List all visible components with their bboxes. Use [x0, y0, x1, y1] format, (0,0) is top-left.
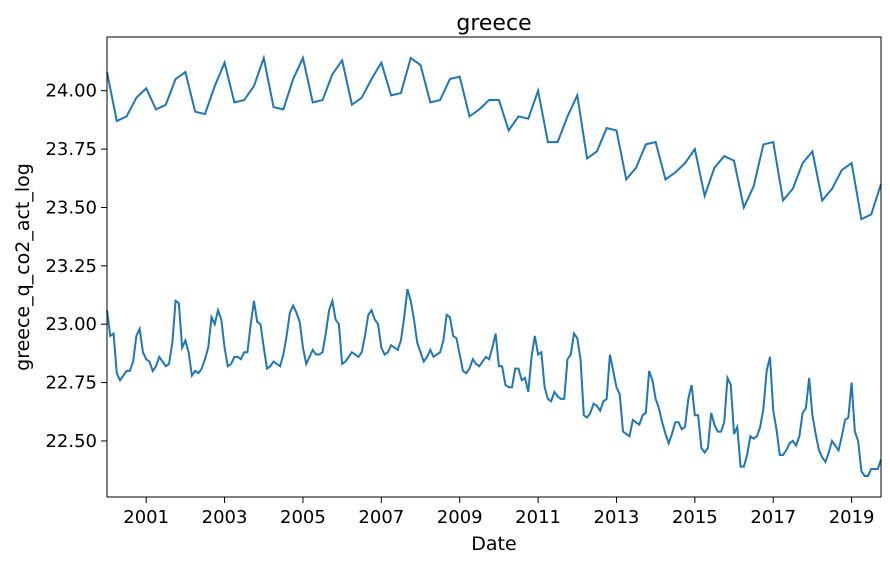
x-tick-label: 2009 — [437, 507, 483, 528]
y-tick-label: 23.25 — [45, 256, 97, 277]
y-tick-label: 22.50 — [45, 431, 97, 452]
x-tick-label: 2005 — [280, 507, 326, 528]
x-tick-label: 2017 — [750, 507, 796, 528]
series-line — [106, 288, 882, 477]
y-tick-label: 24.00 — [45, 81, 97, 102]
x-tick-label: 2013 — [594, 507, 640, 528]
x-tick-label: 2001 — [123, 507, 169, 528]
x-axis-label: Date — [471, 533, 516, 555]
series-line — [106, 54, 882, 221]
x-tick-label: 2015 — [672, 507, 718, 528]
x-tick-label: 2019 — [829, 507, 875, 528]
chart-title: greece — [456, 11, 531, 36]
x-tick-label: 2003 — [202, 507, 248, 528]
y-tick-label: 23.00 — [45, 314, 97, 335]
x-tick-label: 2007 — [358, 507, 404, 528]
y-tick-label: 23.50 — [45, 197, 97, 218]
y-axis-label: greece_q_co2_act_log — [12, 163, 34, 371]
y-tick-label: 23.75 — [45, 139, 97, 160]
x-tick-label: 2011 — [515, 507, 561, 528]
y-tick-label: 22.75 — [45, 373, 97, 394]
plot-frame — [106, 36, 882, 498]
